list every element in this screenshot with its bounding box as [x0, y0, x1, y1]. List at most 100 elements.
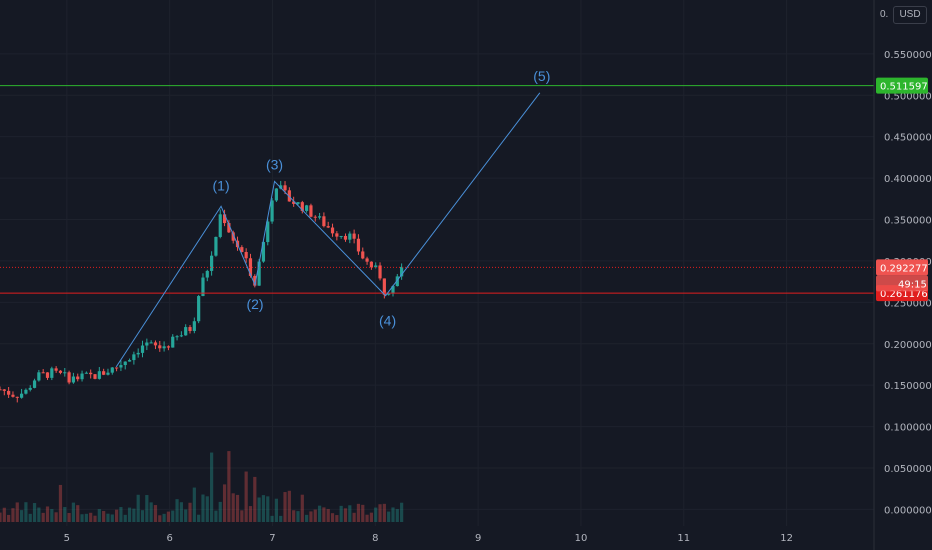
- candle-body[interactable]: [102, 371, 106, 375]
- candle-body[interactable]: [106, 372, 110, 375]
- candle-body[interactable]: [153, 342, 158, 346]
- candle-body[interactable]: [279, 185, 283, 189]
- candle-body[interactable]: [197, 296, 201, 322]
- candle-body[interactable]: [287, 190, 291, 202]
- candle-body[interactable]: [227, 223, 231, 233]
- candle-body[interactable]: [11, 394, 15, 397]
- candle-body[interactable]: [218, 214, 222, 237]
- candle-body[interactable]: [248, 258, 253, 276]
- candle-body[interactable]: [214, 236, 218, 256]
- candle-body[interactable]: [171, 336, 175, 348]
- candle-body[interactable]: [175, 336, 179, 338]
- candle-body[interactable]: [352, 233, 356, 239]
- candle-body[interactable]: [127, 360, 132, 362]
- candle-body[interactable]: [54, 368, 58, 371]
- candle-body[interactable]: [166, 346, 171, 348]
- candle-body[interactable]: [300, 202, 304, 211]
- candle-body[interactable]: [80, 373, 84, 380]
- candle-body[interactable]: [76, 376, 80, 380]
- candle-body[interactable]: [179, 335, 183, 337]
- candle-body[interactable]: [184, 327, 188, 336]
- candle-body[interactable]: [93, 374, 97, 379]
- candle-body[interactable]: [41, 372, 45, 374]
- candle-body[interactable]: [292, 201, 296, 204]
- candle-body[interactable]: [7, 390, 11, 395]
- candle-body[interactable]: [123, 361, 127, 366]
- candle-body[interactable]: [58, 370, 63, 373]
- candle-body[interactable]: [274, 188, 278, 201]
- candle-body[interactable]: [32, 380, 37, 388]
- candle-body[interactable]: [339, 235, 343, 237]
- candle-body[interactable]: [270, 200, 274, 222]
- candle-body[interactable]: [145, 342, 149, 346]
- candle-body[interactable]: [210, 255, 214, 271]
- candle-body[interactable]: [50, 368, 54, 378]
- candle-body[interactable]: [322, 216, 326, 227]
- candle-body[interactable]: [356, 238, 361, 252]
- candle-body[interactable]: [84, 372, 88, 374]
- candle-body[interactable]: [244, 251, 248, 259]
- candle-body[interactable]: [140, 345, 145, 353]
- candle-body[interactable]: [132, 354, 136, 361]
- candle-body[interactable]: [37, 372, 41, 381]
- volume-bar: [300, 494, 304, 522]
- candle-body[interactable]: [67, 372, 71, 383]
- candle-body[interactable]: [2, 389, 6, 391]
- time-axis[interactable]: 5 6 7 8 9 10 11 12: [64, 533, 793, 544]
- candle-body[interactable]: [192, 321, 196, 331]
- candle-body[interactable]: [188, 327, 192, 331]
- candle-body[interactable]: [119, 365, 123, 368]
- candle-body[interactable]: [378, 265, 382, 279]
- elliott-wave-drawing[interactable]: (1) (2) (3) (4) (5): [115, 68, 550, 368]
- candle-body[interactable]: [71, 376, 76, 383]
- candle-body[interactable]: [149, 342, 153, 344]
- candle-body[interactable]: [19, 393, 24, 398]
- candle-body[interactable]: [89, 372, 93, 375]
- candle-body[interactable]: [335, 233, 339, 237]
- currency-selector[interactable]: USD: [893, 6, 927, 24]
- wave-path[interactable]: [115, 92, 541, 368]
- horizontal-lines[interactable]: [0, 85, 874, 294]
- candle-body[interactable]: [266, 221, 270, 243]
- candle-body[interactable]: [15, 396, 19, 398]
- candle-body[interactable]: [115, 367, 119, 369]
- candle-body[interactable]: [343, 235, 348, 240]
- candle-body[interactable]: [261, 242, 266, 262]
- candle-body[interactable]: [374, 265, 378, 268]
- candle-body[interactable]: [400, 266, 404, 277]
- candle-body[interactable]: [45, 372, 50, 378]
- candle-body[interactable]: [158, 345, 162, 349]
- candle-body[interactable]: [313, 216, 317, 218]
- candle-body[interactable]: [136, 352, 140, 355]
- candle-body[interactable]: [231, 232, 235, 241]
- candle-body[interactable]: [391, 286, 395, 294]
- candle-body[interactable]: [205, 270, 209, 278]
- candle-body[interactable]: [387, 293, 391, 295]
- candle-body[interactable]: [257, 261, 261, 286]
- candle-body[interactable]: [296, 202, 300, 204]
- candle-body[interactable]: [222, 214, 227, 224]
- candle-body[interactable]: [110, 367, 114, 373]
- candle-body[interactable]: [309, 205, 313, 217]
- candle-body[interactable]: [240, 247, 244, 252]
- candle-body[interactable]: [283, 185, 287, 191]
- candle-body[interactable]: [28, 387, 32, 390]
- candle-body[interactable]: [330, 227, 335, 234]
- candle-body[interactable]: [348, 233, 352, 240]
- candle-body[interactable]: [361, 251, 365, 259]
- candle-body[interactable]: [382, 278, 386, 295]
- candle-body[interactable]: [162, 346, 166, 349]
- candle-body[interactable]: [395, 276, 399, 287]
- candle-body[interactable]: [0, 389, 2, 391]
- candle-body[interactable]: [24, 389, 28, 394]
- candle-body[interactable]: [317, 216, 322, 218]
- candle-body[interactable]: [97, 371, 101, 379]
- candle-body[interactable]: [365, 258, 369, 262]
- candle-body[interactable]: [369, 261, 373, 268]
- candle-body[interactable]: [63, 372, 67, 374]
- candle-body[interactable]: [326, 226, 330, 228]
- candle-body[interactable]: [201, 277, 205, 297]
- candle-body[interactable]: [253, 275, 257, 286]
- candle-body[interactable]: [305, 205, 309, 211]
